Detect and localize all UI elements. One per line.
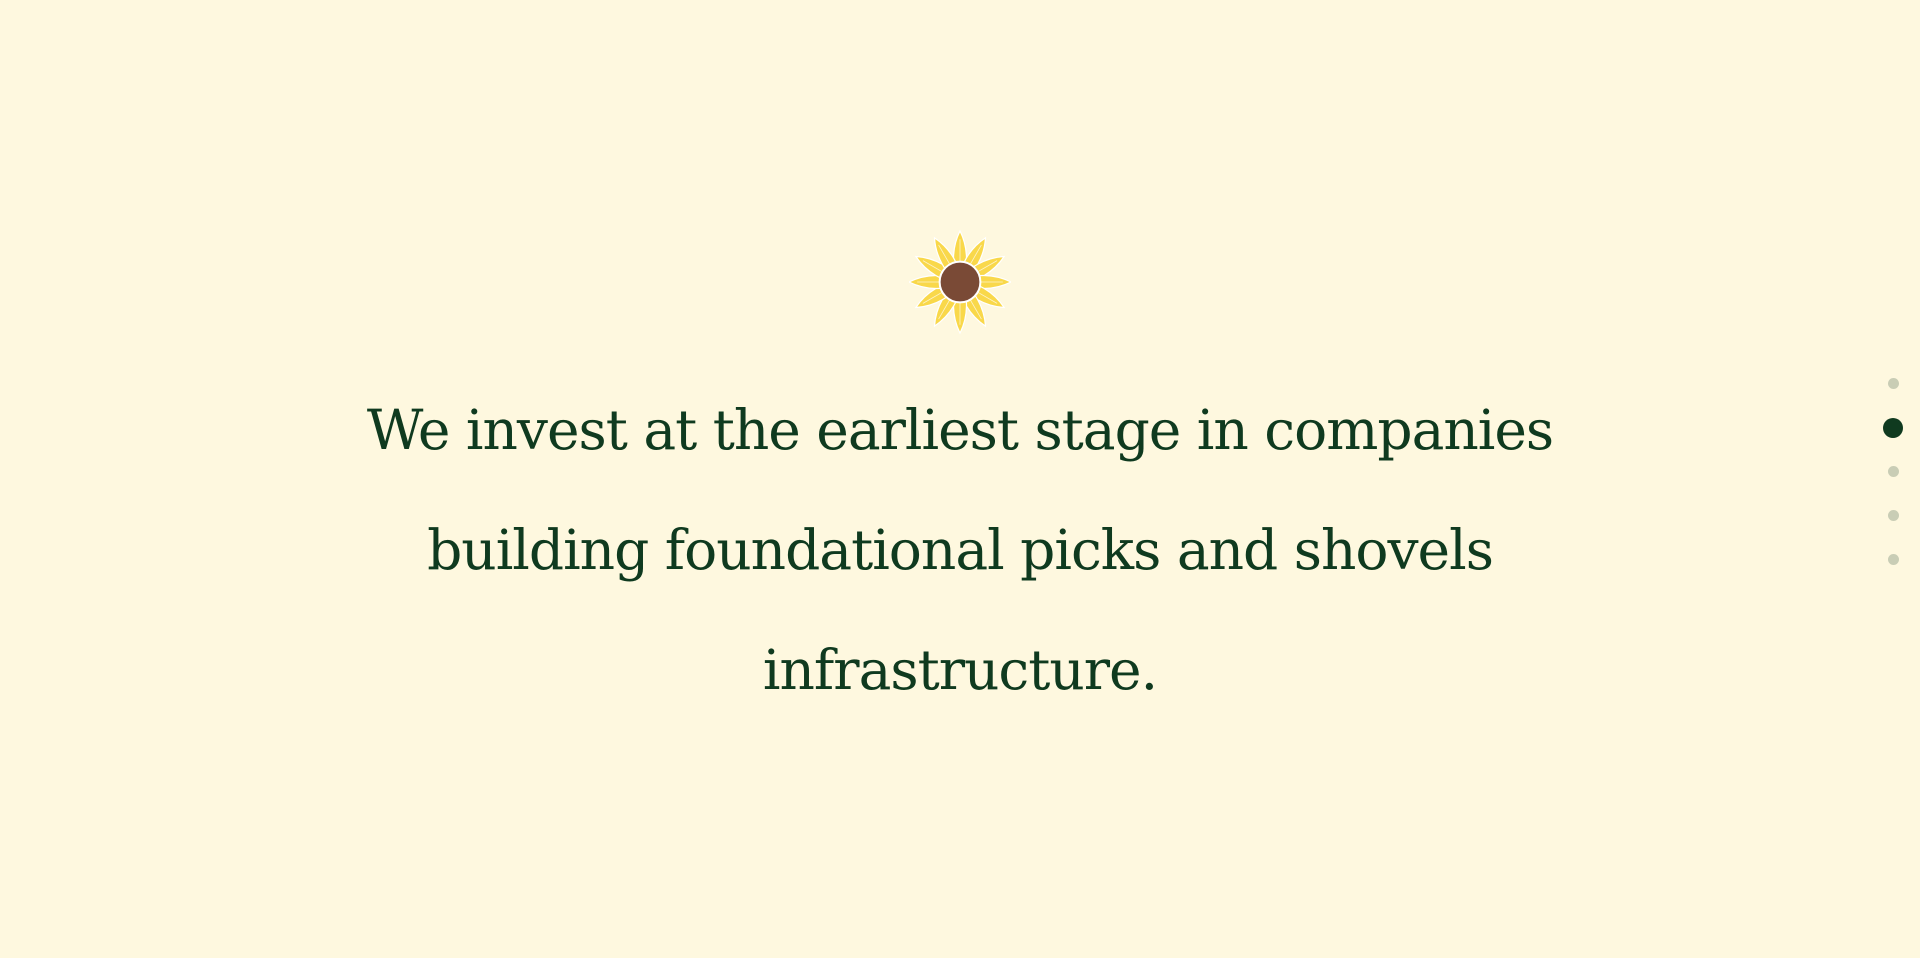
- section-pager: [1880, 378, 1906, 578]
- hero-headline: We invest at the earliest stage in compa…: [260, 370, 1660, 730]
- sunflower-icon: [909, 229, 1011, 335]
- pager-dot-5[interactable]: [1888, 554, 1899, 565]
- pager-dot-4[interactable]: [1888, 510, 1899, 521]
- pager-dot-2[interactable]: [1883, 418, 1903, 438]
- pager-dot-1[interactable]: [1888, 378, 1899, 389]
- pager-dot-3[interactable]: [1888, 466, 1899, 477]
- sunflower-center: [940, 262, 981, 303]
